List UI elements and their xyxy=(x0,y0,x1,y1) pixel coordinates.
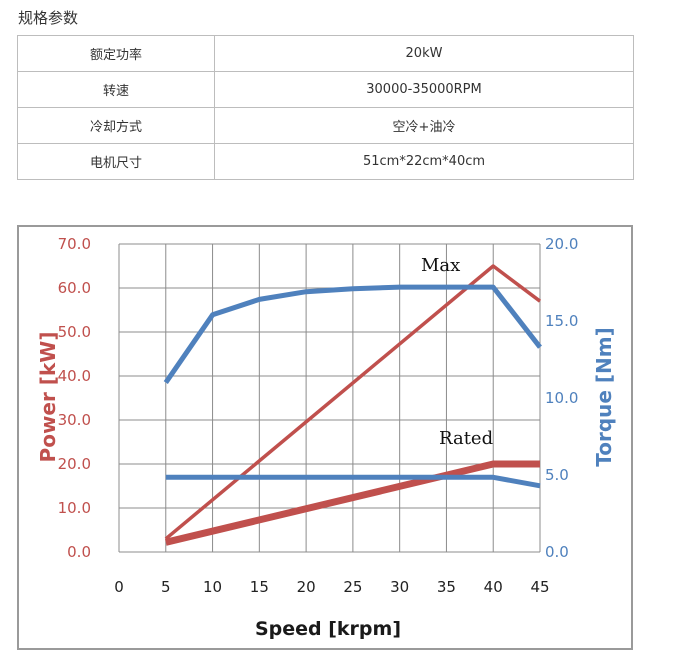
y-right-tick-label: 15.0 xyxy=(545,312,578,330)
torque-max-line xyxy=(163,284,542,385)
torque-rated-line xyxy=(165,474,541,489)
spec-key: 电机尺寸 xyxy=(17,143,215,180)
table-row: 转速 30000-35000RPM xyxy=(17,71,634,108)
spec-key: 转速 xyxy=(17,71,215,108)
spec-value: 空冷+油冷 xyxy=(214,107,634,144)
x-tick-label: 10 xyxy=(203,578,222,596)
y-left-tick-label: 0.0 xyxy=(67,543,91,561)
table-row: 冷却方式 空冷+油冷 xyxy=(17,107,634,144)
x-tick-label: 15 xyxy=(250,578,269,596)
x-tick-label: 0 xyxy=(114,578,124,596)
annotation-max: Max xyxy=(421,255,460,276)
table-row: 额定功率 20kW xyxy=(17,35,634,72)
y-left-tick-label: 70.0 xyxy=(58,235,91,253)
y-right-tick-label: 10.0 xyxy=(545,389,578,407)
chart-frame: Speed [krpm] Power [kW] Torque [Nm] Max … xyxy=(17,225,633,650)
y-left-tick-label: 10.0 xyxy=(58,499,91,517)
y-left-tick-label: 30.0 xyxy=(58,411,91,429)
spec-value: 30000-35000RPM xyxy=(214,71,634,108)
x-tick-label: 5 xyxy=(161,578,171,596)
y-left-tick-label: 20.0 xyxy=(58,455,91,473)
y-left-tick-label: 50.0 xyxy=(58,323,91,341)
x-axis-label: Speed [krpm] xyxy=(255,618,401,640)
spec-title: 规格参数 xyxy=(18,9,79,27)
x-tick-label: 35 xyxy=(437,578,456,596)
spec-value: 51cm*22cm*40cm xyxy=(214,143,634,180)
power-rated-line xyxy=(164,460,540,546)
x-tick-label: 20 xyxy=(297,578,316,596)
annotation-rated: Rated xyxy=(439,428,493,449)
x-tick-label: 40 xyxy=(484,578,503,596)
spec-key: 额定功率 xyxy=(17,35,215,72)
spec-table: 额定功率 20kW 转速 30000-35000RPM 冷却方式 空冷+油冷 电… xyxy=(17,35,634,180)
x-tick-label: 30 xyxy=(390,578,409,596)
y-left-tick-label: 60.0 xyxy=(58,279,91,297)
table-row: 电机尺寸 51cm*22cm*40cm xyxy=(17,143,634,180)
y-left-axis-label: Power [kW] xyxy=(36,332,60,463)
y-right-tick-label: 0.0 xyxy=(545,543,569,561)
chart-series xyxy=(163,264,542,546)
y-right-tick-label: 20.0 xyxy=(545,235,578,253)
y-right-tick-label: 5.0 xyxy=(545,466,569,484)
chart-labels: Speed [krpm] Power [kW] Torque [Nm] Max … xyxy=(36,235,616,640)
speed-power-torque-chart: Speed [krpm] Power [kW] Torque [Nm] Max … xyxy=(36,235,616,640)
power-max-line xyxy=(164,264,542,541)
x-tick-label: 45 xyxy=(530,578,549,596)
spec-value: 20kW xyxy=(214,35,634,72)
y-left-tick-label: 40.0 xyxy=(58,367,91,385)
y-right-axis-label: Torque [Nm] xyxy=(592,327,616,467)
spec-key: 冷却方式 xyxy=(17,107,215,144)
x-tick-label: 25 xyxy=(343,578,362,596)
